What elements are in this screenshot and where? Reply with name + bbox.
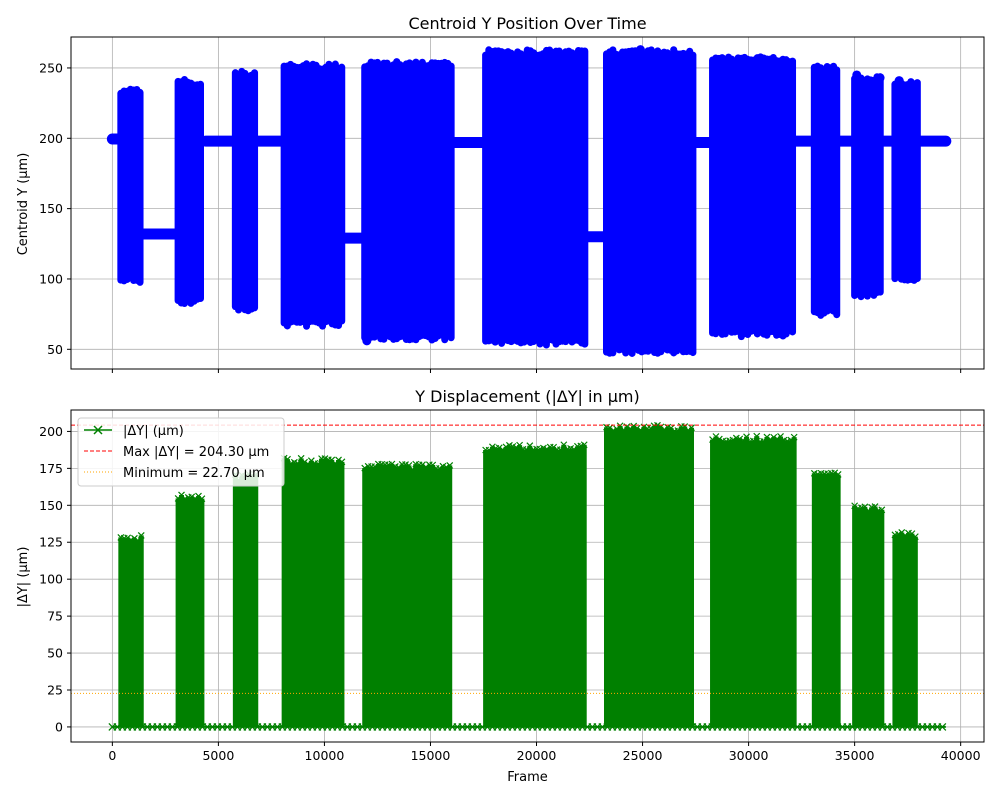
burst-x-marker: [560, 441, 568, 449]
displacement-burst: [231, 470, 260, 727]
oscillation-burst: [851, 72, 884, 301]
bottom-chart-ticks: 0 5000 10000 15000 20000 25000 30000 35000 40000…: [39, 424, 980, 763]
bottom-chart: Y Displacement (|ΔY| in µm) |ΔY| (µm) Fr…: [16, 387, 985, 785]
oscillation-burst: [891, 77, 921, 284]
bottom-chart-xtick-label: 10000: [305, 748, 345, 763]
displacement-burst: [709, 432, 798, 727]
burst-x-marker: [630, 422, 638, 430]
displacement-burst: [280, 454, 346, 727]
displacement-burst: [810, 469, 842, 727]
bottom-chart-title: Y Displacement (|ΔY| in µm): [414, 387, 639, 406]
oscillation-burst: [280, 60, 346, 330]
burst-x-marker: [712, 433, 720, 440]
bottom-chart-ytick-label: 25: [47, 682, 63, 697]
burst-x-marker: [763, 433, 771, 441]
oscillation-burst: [602, 46, 697, 357]
bottom-chart-xtick-label: 40000: [941, 748, 981, 763]
burst-x-marker: [753, 432, 761, 440]
bottom-chart-xtick-label: 35000: [835, 748, 875, 763]
baseline-x-marker: [938, 722, 947, 731]
legend: |ΔY| (µm) Max |ΔY| = 204.30 µm Minimum =…: [77, 417, 285, 487]
legend-label-max: Max |ΔY| = 204.30 µm: [123, 445, 269, 460]
top-chart-ytick-label: 200: [39, 131, 63, 146]
displacement-burst: [851, 502, 886, 727]
burst-x-marker: [688, 424, 695, 432]
displacement-burst: [891, 529, 919, 727]
burst-x-marker: [131, 534, 138, 542]
bottom-chart-ylabel: |ΔY| (µm): [16, 547, 31, 608]
displacement-burst: [361, 460, 454, 727]
top-chart-ytick-label: 50: [47, 342, 63, 357]
displacement-burst: [482, 441, 588, 727]
burst-x-marker: [616, 422, 624, 430]
legend-label-minimum: Minimum = 22.70 µm: [123, 466, 265, 481]
legend-label-series: |ΔY| (µm): [123, 424, 184, 439]
oscillation-burst: [810, 62, 841, 319]
legend-entry-minimum: Minimum = 22.70 µm: [84, 466, 265, 481]
burst-x-marker: [878, 506, 886, 514]
outlier-point: [875, 73, 885, 83]
bottom-chart-xtick-label: 0: [108, 748, 116, 763]
top-chart-ytick-label: 150: [39, 201, 63, 216]
bottom-chart-ytick-label: 50: [47, 646, 63, 661]
bottom-chart-ytick-label: 75: [47, 609, 63, 624]
bottom-chart-ytick-label: 150: [39, 498, 63, 513]
burst-x-marker: [790, 433, 798, 441]
outlier-point: [362, 336, 372, 346]
top-chart-ylabel: Centroid Y (µm): [16, 153, 31, 256]
top-chart-title: Centroid Y Position Over Time: [408, 14, 646, 33]
bottom-chart-xlabel: Frame: [507, 770, 548, 785]
bottom-chart-xtick-label: 5000: [202, 748, 234, 763]
bottom-chart-ytick-label: 100: [39, 572, 63, 587]
displacement-burst: [117, 532, 145, 727]
outlier-point: [635, 45, 645, 55]
top-chart-plot-area: [106, 45, 952, 357]
burst-x-marker: [284, 455, 291, 463]
bottom-chart-ytick-label: 175: [39, 461, 63, 476]
burst-x-marker: [834, 471, 842, 478]
burst-x-marker: [419, 461, 426, 469]
burst-x-marker: [580, 441, 588, 449]
displacement-burst: [174, 491, 206, 727]
top-chart-frame: [70, 36, 985, 370]
oscillation-burst: [482, 46, 589, 349]
legend-x-marker: [93, 425, 103, 435]
burst-x-marker: [137, 532, 145, 539]
legend-entry-max: Max |ΔY| = 204.30 µm: [84, 445, 269, 460]
displacement-burst: [603, 421, 695, 727]
outlier-point: [852, 70, 862, 80]
top-chart: Centroid Y Position Over Time Centroid Y…: [16, 14, 985, 373]
burst-x-marker: [198, 495, 206, 503]
oscillation-burst: [361, 58, 455, 344]
outlier-point: [894, 76, 904, 86]
bottom-chart-ytick-label: 200: [39, 424, 63, 439]
oscillation-burst: [174, 75, 204, 307]
legend-entry-series: |ΔY| (µm): [84, 424, 184, 439]
legend-box: [77, 417, 285, 487]
oscillation-burst: [231, 67, 259, 315]
bottom-chart-data: [71, 421, 984, 731]
bottom-chart-xtick-label: 20000: [517, 748, 557, 763]
bottom-chart-plot-area: [71, 421, 984, 731]
burst-x-marker: [388, 460, 396, 468]
bottom-chart-xtick-label: 25000: [623, 748, 663, 763]
oscillation-burst: [117, 85, 144, 286]
top-chart-ticks: 50 100 150 200 250: [39, 60, 962, 373]
bottom-chart-ytick-label: 125: [39, 535, 63, 550]
burst-x-marker: [550, 443, 558, 451]
bottom-chart-xtick-label: 30000: [729, 748, 769, 763]
burst-x-marker: [911, 533, 919, 541]
top-chart-data: [106, 45, 952, 357]
top-chart-ytick-label: 100: [39, 271, 63, 286]
burst-x-marker: [743, 433, 750, 441]
burst-x-marker: [446, 461, 454, 469]
burst-x-marker: [338, 458, 346, 466]
bottom-chart-ytick-label: 0: [55, 719, 63, 734]
oscillation-burst: [709, 53, 797, 341]
bottom-chart-xtick-label: 15000: [411, 748, 451, 763]
top-chart-ytick-label: 250: [39, 60, 63, 75]
bottom-chart-frame: [70, 409, 985, 743]
